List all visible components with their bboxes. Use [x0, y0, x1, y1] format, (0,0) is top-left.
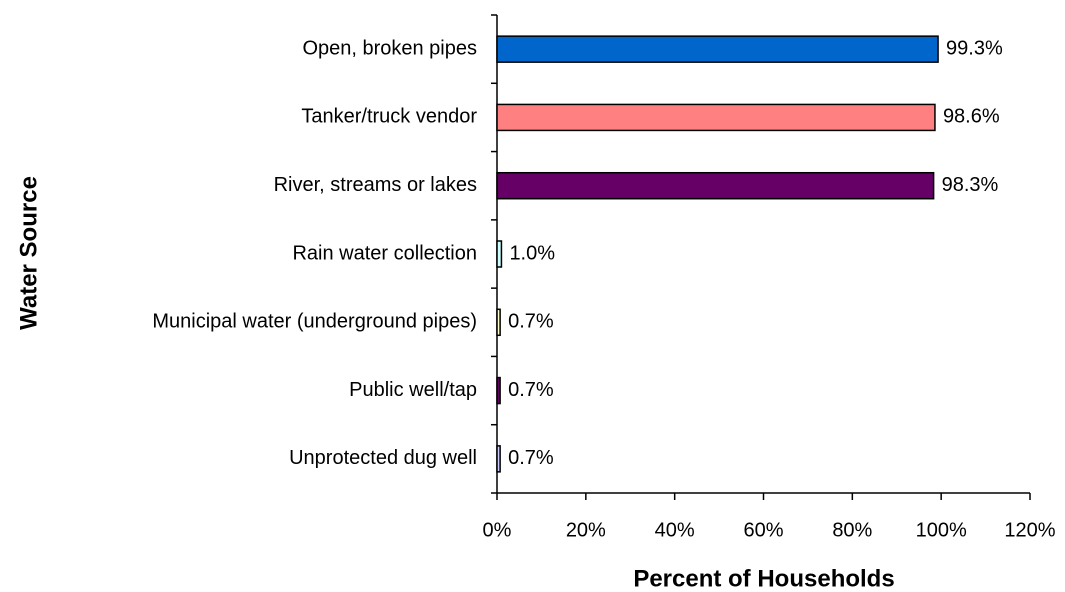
bar [496, 445, 501, 473]
x-tick-label: 120% [1004, 519, 1055, 541]
value-label: 99.3% [946, 37, 1003, 59]
value-label: 0.7% [508, 311, 554, 333]
y-tick-label: Tanker/truck vendor [301, 106, 477, 128]
value-label: 0.7% [508, 379, 554, 401]
bar [496, 103, 936, 132]
x-tick-label: 20% [566, 519, 606, 541]
value-label: 0.7% [508, 447, 554, 469]
y-tick-label: Municipal water (underground pipes) [152, 311, 477, 333]
x-tick-label: 40% [655, 519, 695, 541]
y-tick-label: River, streams or lakes [274, 174, 477, 196]
bar [496, 240, 503, 268]
y-axis-title: Water Source [15, 176, 42, 330]
y-tick-label: Rain water collection [292, 242, 477, 264]
x-tick-label: 60% [743, 519, 783, 541]
bar [496, 171, 935, 200]
y-tick-label: Open, broken pipes [302, 37, 477, 59]
bar [496, 376, 501, 405]
x-tick-label: 80% [832, 519, 872, 541]
bar [496, 35, 939, 63]
x-tick-label: 0% [483, 519, 512, 541]
x-axis-title: Percent of Households [633, 565, 894, 592]
y-tick-label: Public well/tap [349, 379, 477, 401]
x-tick-label: 100% [916, 519, 967, 541]
value-label: 98.6% [943, 106, 1000, 128]
value-label: 98.3% [942, 174, 999, 196]
y-tick-label: Unprotected dug well [289, 447, 477, 469]
value-label: 1.0% [509, 242, 555, 264]
bar [496, 308, 501, 337]
